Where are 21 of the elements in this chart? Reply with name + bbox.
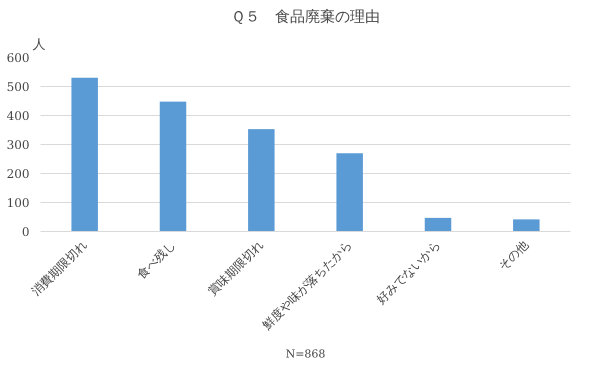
bar	[424, 218, 452, 232]
y-axis-title: 人	[32, 38, 46, 52]
bar	[71, 78, 98, 232]
x-tick-label: 好みでないから	[374, 238, 443, 307]
x-tick-label: 食べ残し	[134, 238, 178, 282]
bar	[336, 153, 363, 232]
y-tick-label: 100	[6, 196, 30, 210]
bar	[513, 219, 540, 232]
x-tick-label: その他	[496, 238, 532, 273]
text: N=868	[286, 348, 326, 360]
chart-title: Ｑ５ 食品廃棄の理由	[231, 8, 380, 26]
y-tick-label: 200	[6, 167, 30, 181]
y-tick-label: 600	[6, 51, 30, 65]
bar	[248, 129, 275, 232]
x-tick-label: 消費期限切れ	[28, 238, 90, 298]
x-tick-label: 賞味期限切れ	[205, 238, 266, 298]
y-tick-label: 500	[6, 80, 30, 94]
y-tick-label: 300	[6, 138, 30, 152]
y-tick-label: 400	[6, 109, 30, 123]
bar	[160, 102, 186, 232]
y-tick-label: 0	[22, 225, 30, 239]
